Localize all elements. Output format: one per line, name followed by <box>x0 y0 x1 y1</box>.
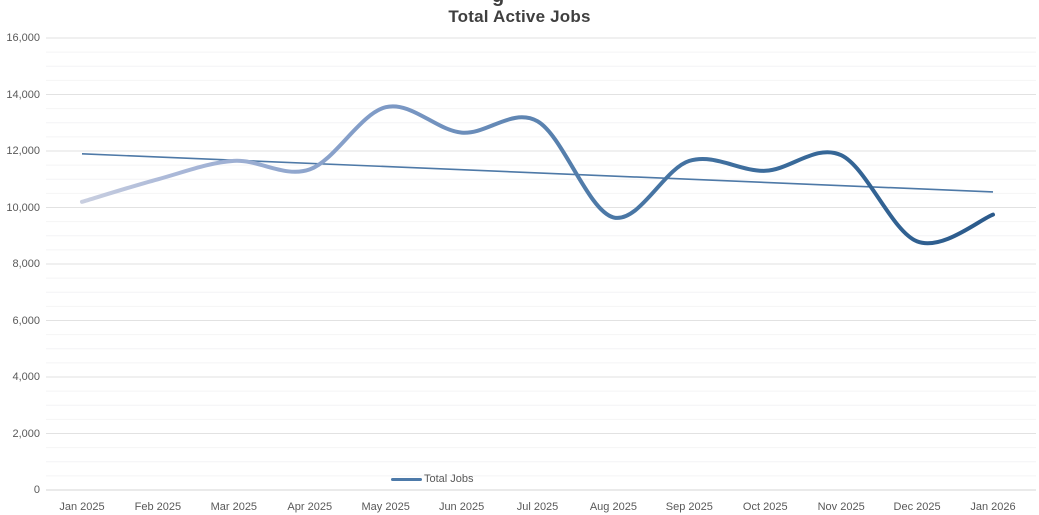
y-tick-label: 10,000 <box>6 201 40 214</box>
x-tick-label: Apr 2025 <box>287 501 333 513</box>
y-tick-label: 6,000 <box>12 314 40 327</box>
y-tick-label: 8,000 <box>12 258 40 270</box>
x-tick-label: Mar 2025 <box>210 501 258 513</box>
x-tick-label: Aug 2025 <box>589 501 637 513</box>
y-tick-label: 0 <box>33 484 40 496</box>
chart-title: Total Active Jobs <box>448 7 591 26</box>
x-tick-label: Dec 2025 <box>893 501 941 513</box>
x-tick-label: Jan 2025 <box>59 501 105 513</box>
y-tick-label: 2,000 <box>12 427 40 440</box>
total-jobs-line[interactable] <box>80 104 995 246</box>
x-tick-label: Jun 2025 <box>438 501 485 513</box>
y-tick-label: 12,000 <box>6 145 40 157</box>
y-tick-label: 4,000 <box>12 371 40 383</box>
y-tick-label: 16,000 <box>6 32 40 44</box>
x-tick-label: Oct 2025 <box>742 501 788 513</box>
x-tick-label: May 2025 <box>361 501 410 513</box>
legend[interactable]: Total Jobs <box>391 473 474 485</box>
x-tick-label: Jan 2026 <box>970 501 1016 513</box>
legend-line-swatch <box>391 477 422 481</box>
x-tick-label: Jul 2025 <box>516 501 559 513</box>
x-tick-label: Nov 2025 <box>817 501 865 513</box>
trendline[interactable] <box>81 153 994 193</box>
clipped-title-fragment: g <box>492 0 504 8</box>
y-tick-label: 14,000 <box>6 88 40 101</box>
x-tick-label: Sep 2025 <box>665 501 713 513</box>
x-tick-label: Feb 2025 <box>134 501 182 513</box>
legend-label: Total Jobs <box>424 473 474 485</box>
